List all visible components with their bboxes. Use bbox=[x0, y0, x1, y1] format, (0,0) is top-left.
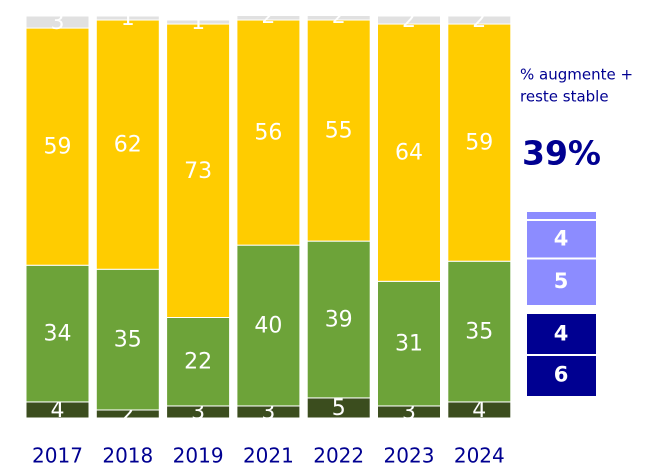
side-value: 39% bbox=[522, 134, 601, 173]
x-tick-label: 2017 bbox=[32, 444, 83, 466]
data-label: 5 bbox=[332, 396, 346, 421]
data-label: 59 bbox=[44, 135, 72, 160]
data-label: 59 bbox=[465, 131, 493, 156]
data-label: 2 bbox=[402, 8, 416, 33]
data-label: 35 bbox=[114, 328, 142, 353]
x-tick-label: 2019 bbox=[173, 444, 224, 466]
side-box-label: 4 bbox=[554, 226, 569, 250]
data-label: 39 bbox=[325, 308, 353, 333]
x-tick-label: 2022 bbox=[313, 444, 364, 466]
bar-segment bbox=[95, 19, 160, 270]
data-label: 55 bbox=[325, 119, 353, 144]
bar-segment bbox=[377, 280, 441, 407]
bar-segment bbox=[166, 23, 231, 318]
bar-segment bbox=[25, 264, 90, 403]
x-tick-label: 2021 bbox=[243, 444, 294, 466]
data-label: 1 bbox=[191, 10, 205, 35]
data-label: 2 bbox=[332, 4, 346, 29]
bar-segment bbox=[25, 27, 90, 266]
bar-segment bbox=[306, 240, 371, 399]
side-caption: reste stable bbox=[520, 88, 609, 106]
data-label: 73 bbox=[184, 159, 212, 184]
bar-segment bbox=[447, 16, 512, 25]
bar-segment bbox=[236, 244, 301, 407]
data-label: 1 bbox=[121, 6, 135, 31]
plot-area: 4345932356213227313405625395523316424355… bbox=[25, 4, 512, 427]
side-box-label: 5 bbox=[554, 269, 569, 293]
data-label: 34 bbox=[44, 322, 72, 347]
bar-segment bbox=[306, 19, 371, 242]
data-label: 31 bbox=[395, 332, 423, 357]
bar-segment bbox=[306, 16, 371, 21]
x-tick-label: 2024 bbox=[454, 444, 505, 466]
bar-segment bbox=[95, 268, 160, 411]
side-box-label: 6 bbox=[554, 363, 569, 387]
bar-segment bbox=[447, 260, 512, 403]
bar-segment bbox=[236, 19, 301, 246]
data-label: 40 bbox=[254, 314, 282, 339]
data-label: 2 bbox=[261, 4, 275, 29]
data-label: 22 bbox=[184, 350, 212, 375]
bar-segment bbox=[236, 16, 301, 21]
data-label: 3 bbox=[51, 10, 65, 35]
data-label: 62 bbox=[114, 133, 142, 158]
bar-segment bbox=[95, 16, 160, 21]
data-label: 4 bbox=[51, 398, 65, 423]
bar-segment bbox=[25, 16, 90, 29]
data-label: 56 bbox=[254, 121, 282, 146]
side-box-label: 4 bbox=[554, 322, 569, 346]
bar-segment bbox=[447, 23, 512, 262]
side-caption: % augmente + bbox=[520, 66, 633, 84]
data-label: 4 bbox=[472, 398, 486, 423]
data-label: 64 bbox=[395, 141, 423, 166]
x-tick-label: 2023 bbox=[384, 444, 435, 466]
bar-segment bbox=[166, 19, 231, 25]
bar-segment bbox=[377, 16, 441, 25]
data-label: 35 bbox=[465, 320, 493, 345]
x-tick-label: 2018 bbox=[102, 444, 153, 466]
data-label: 2 bbox=[472, 8, 486, 33]
